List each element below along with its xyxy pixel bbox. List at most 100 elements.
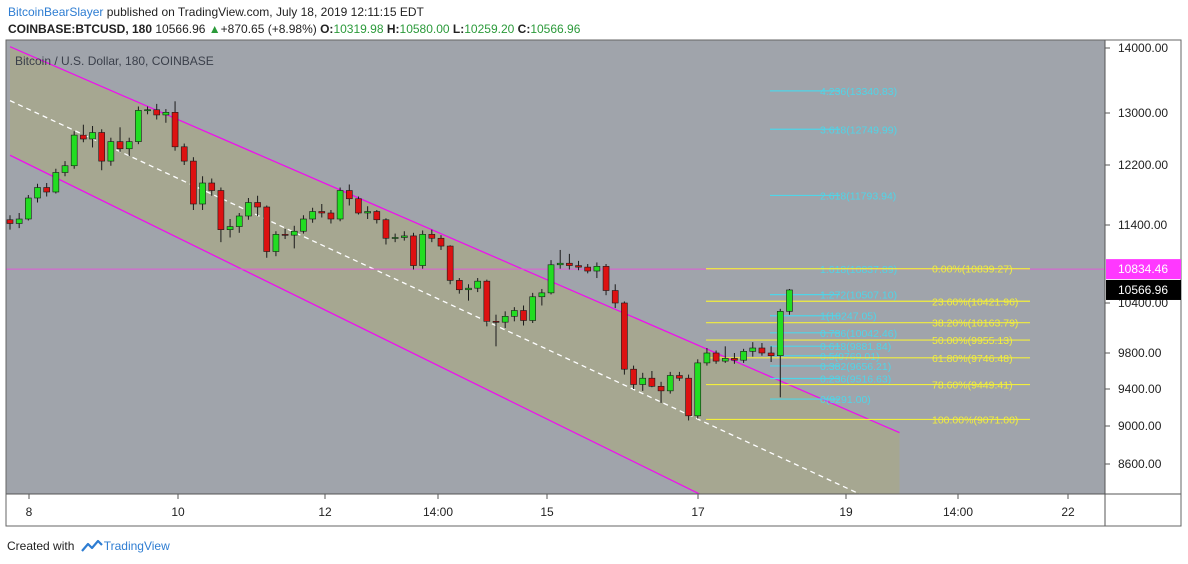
time-axis[interactable]: 8 10 12 14:00 15 17 19 14:00 22: [26, 494, 1075, 519]
x-tick-label: 17: [691, 505, 705, 519]
fib-extension-label: 0.5(9769.01): [820, 351, 880, 363]
candle-body: [208, 182, 216, 191]
candle-body: [80, 134, 87, 140]
fib-extension-label: 0(9291.00): [820, 394, 871, 406]
candle-body: [125, 141, 133, 150]
candle-body: [98, 132, 105, 162]
candle-body: [144, 109, 151, 112]
candle-body: [401, 235, 408, 238]
x-tick-label: 8: [26, 505, 33, 519]
fib-extension-label: 0.236(9516.63): [820, 374, 891, 386]
high-label: H:: [386, 22, 400, 36]
candle-body: [538, 292, 546, 298]
candle-body: [254, 202, 261, 208]
fib-retracement-label: 78.60%(9449.41): [932, 380, 1013, 392]
candle-body: [666, 375, 674, 392]
candle-body: [336, 190, 344, 220]
candle-body: [657, 385, 665, 392]
close-value: 10566.96: [530, 22, 581, 36]
candle-body: [43, 187, 50, 193]
x-tick-label: 22: [1061, 505, 1075, 519]
ohlc-header: COINBASE:BTCUSD, 180 10566.96 ▲+870.65 (…: [8, 22, 580, 36]
channel-fill: [10, 46, 900, 494]
y-tick-label: 14000.00: [1118, 41, 1168, 55]
x-tick-label: 19: [839, 505, 853, 519]
footer: Created with TradingView: [7, 539, 170, 553]
y-tick-label: 9000.00: [1118, 419, 1162, 433]
candle-body: [272, 234, 280, 252]
candle-body: [263, 206, 271, 252]
x-tick-label: 14:00: [423, 505, 453, 519]
candle-body: [621, 302, 628, 370]
candle-body: [456, 280, 463, 291]
fib-extension-label: 0.618(9881.84): [820, 341, 891, 353]
fib-extension-label: 1.272(10507.10): [820, 290, 897, 302]
tradingview-link[interactable]: TradingView: [103, 539, 170, 553]
candle-body: [290, 230, 298, 236]
last-price-label: 10566.96: [1118, 283, 1168, 297]
candle-body: [446, 245, 454, 281]
tradingview-logo-icon: [80, 539, 103, 552]
candle-body: [630, 368, 637, 385]
fib-retracement-label: 23.60%(10421.96): [932, 296, 1018, 308]
x-tick-label: 14:00: [943, 505, 973, 519]
fib-retracement-label: 61.80%(9746.48): [932, 353, 1013, 365]
candle-body: [776, 311, 784, 357]
candle-body: [712, 352, 720, 362]
candle-body: [566, 262, 573, 266]
fib-extension-label: 1(10247.05): [820, 311, 877, 323]
candle-body: [611, 290, 619, 304]
x-tick-label: 10: [171, 505, 185, 519]
candle-body: [25, 197, 32, 220]
candle-body: [34, 187, 41, 199]
fib-extension-label: 4.236(13340.83): [820, 86, 897, 98]
candle-body: [190, 160, 197, 205]
candle-body: [593, 266, 601, 272]
candle-body: [364, 211, 371, 214]
fib-retracement-label: 50.00%(9955.13): [932, 335, 1013, 347]
candle-body: [245, 202, 252, 217]
candle-body: [52, 172, 60, 193]
candle-body: [116, 141, 124, 150]
author-link[interactable]: BitcoinBearSlayer: [8, 5, 104, 19]
low-label: L:: [452, 22, 465, 36]
candle-body: [492, 321, 500, 323]
candle-body: [318, 211, 326, 214]
last-price-badge: [1106, 279, 1181, 300]
candle-body: [153, 109, 161, 116]
candle-body: [676, 375, 683, 379]
candle-body: [171, 112, 179, 148]
last-price: 10566.96: [155, 22, 206, 36]
candle-body: [547, 264, 555, 294]
candle-body: [584, 266, 592, 272]
candle-body: [410, 235, 417, 266]
candle-body: [529, 296, 536, 321]
candle-body: [180, 146, 188, 162]
fib-retracement-label: 38.20%(10163.79): [932, 318, 1018, 330]
y-tick-label: 8600.00: [1118, 457, 1162, 471]
candle-body: [226, 226, 234, 230]
fib-extension-label: 1.618(10837.89): [820, 264, 897, 276]
candle-body: [107, 141, 115, 162]
candle-body: [309, 211, 316, 220]
candle-body: [281, 234, 289, 236]
candle-body: [767, 352, 775, 356]
candle-body: [731, 358, 738, 361]
candle-body: [758, 347, 766, 354]
high-value: 10580.00: [399, 22, 450, 36]
channel-lower-line: [9, 154, 701, 494]
price-axis[interactable]: 14000.0013000.0012200.0011400.0010400.00…: [1105, 41, 1168, 471]
candle-body: [89, 132, 96, 140]
candle-body: [474, 280, 481, 289]
candle-body: [15, 218, 23, 224]
candle-body: [162, 112, 170, 116]
candle-body: [70, 134, 78, 167]
channel-midline: [9, 100, 862, 494]
candle-body: [749, 347, 757, 352]
candle-body: [483, 280, 491, 322]
candle-body: [694, 362, 702, 417]
candle-body: [135, 110, 142, 142]
x-tick-label: 15: [540, 505, 554, 519]
candle-body: [703, 352, 711, 364]
